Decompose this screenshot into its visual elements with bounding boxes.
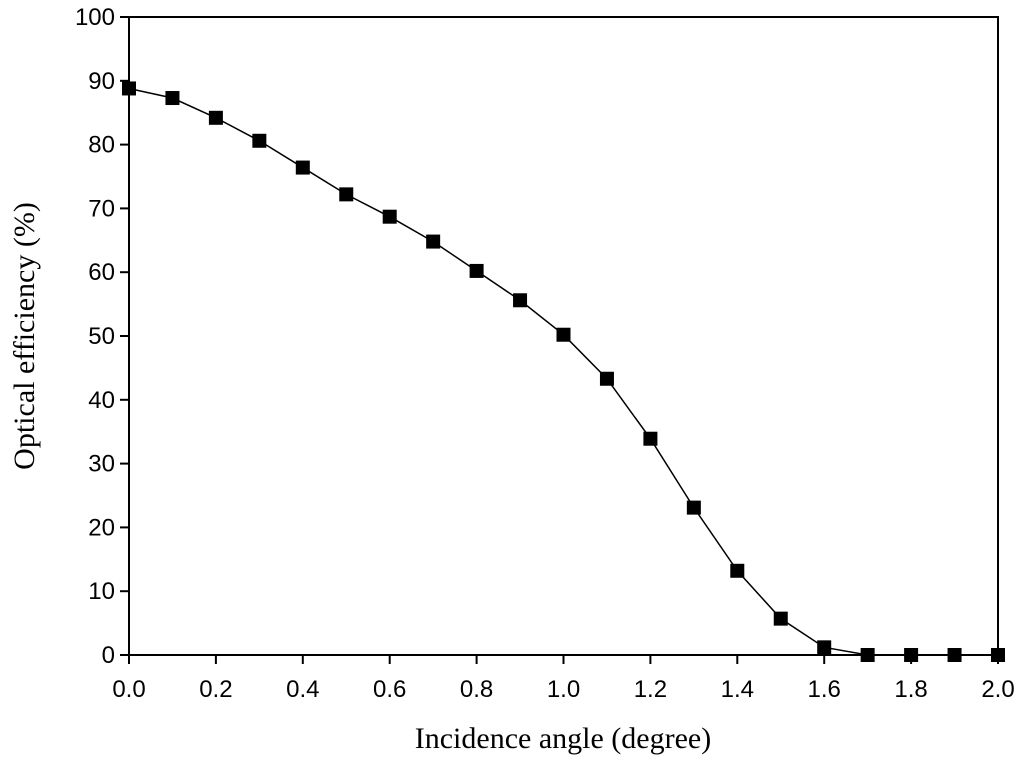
x-tick-label: 1.2 <box>634 676 667 703</box>
x-tick-label: 0.4 <box>286 676 319 703</box>
y-tick-label: 70 <box>88 195 115 222</box>
marker <box>947 648 962 662</box>
y-axis-title: Optical efficiency (%) <box>8 202 41 470</box>
line <box>128 87 998 656</box>
y-tick-label: 100 <box>75 4 115 31</box>
x-tick-label: 1.0 <box>547 676 580 703</box>
marker <box>556 327 571 342</box>
y-tick-label: 0 <box>102 642 115 669</box>
y-tick-label: 80 <box>88 132 115 159</box>
marker <box>208 110 223 125</box>
x-tick-label: 0.0 <box>112 676 145 703</box>
x-tick-label: 1.8 <box>894 676 927 703</box>
marker <box>252 133 267 148</box>
marker <box>339 187 354 202</box>
marker <box>122 81 136 96</box>
y-tick-label: 90 <box>88 68 115 95</box>
x-tick-label: 1.6 <box>808 676 841 703</box>
y-tick-label: 20 <box>88 514 115 541</box>
x-tick-label: 0.8 <box>460 676 493 703</box>
marker <box>860 648 875 662</box>
marker <box>730 563 745 578</box>
marker <box>295 160 310 175</box>
x-tick-label: 0.6 <box>373 676 406 703</box>
marker <box>165 91 180 106</box>
y-tick-label: 30 <box>88 451 115 478</box>
y-tick-label: 10 <box>88 578 115 605</box>
marker <box>382 209 397 224</box>
y-tick-label: 60 <box>88 259 115 286</box>
y-tick-label: 50 <box>88 323 115 350</box>
y-tick-label: 40 <box>88 387 115 414</box>
marker <box>686 500 701 515</box>
marker <box>773 611 788 626</box>
marker <box>469 263 484 278</box>
marker <box>426 234 441 249</box>
marker <box>817 640 832 655</box>
marker <box>643 431 658 446</box>
x-tick-label: 1.4 <box>721 676 754 703</box>
x-tick-label: 0.2 <box>199 676 232 703</box>
marker <box>513 293 528 308</box>
x-axis-title: Incidence angle (degree) <box>415 722 711 755</box>
marker <box>991 648 1005 662</box>
marker <box>904 648 919 662</box>
x-tick-label: 2.0 <box>981 676 1014 703</box>
marker <box>599 371 614 386</box>
